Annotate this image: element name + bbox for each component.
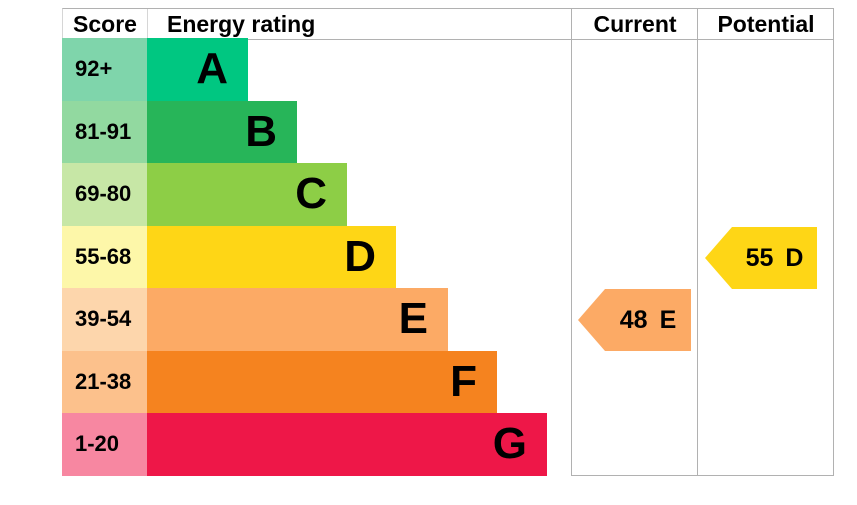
band-row-e: 39-54 E	[62, 288, 662, 351]
band-bar-d: D	[147, 225, 396, 288]
potential-rating-band: D	[785, 243, 804, 272]
band-letter-b: B	[245, 106, 277, 156]
band-bar-f: F	[147, 350, 497, 413]
band-bar-g: G	[147, 413, 547, 476]
grid-line-bottom	[571, 475, 833, 476]
band-bar-a: A	[147, 38, 248, 101]
band-letter-e: E	[398, 294, 428, 344]
column-header-potential: Potential	[717, 10, 815, 37]
band-row-g: 1-20 G	[62, 413, 662, 476]
score-range-f: 21-38	[62, 350, 147, 413]
band-row-f: 21-38 F	[62, 350, 662, 413]
band-letter-d: D	[344, 231, 376, 281]
band-bar-e: E	[147, 288, 448, 351]
column-header-energy-rating: Energy rating	[167, 10, 316, 37]
current-rating-band: E	[659, 305, 677, 334]
band-row-d: 55-68 D	[62, 225, 662, 288]
grid-line-right	[833, 8, 834, 476]
score-range-d: 55-68	[62, 225, 147, 288]
table-header: Score Energy rating Current Potential	[62, 8, 834, 40]
score-range-a: 92+	[62, 38, 147, 101]
band-letter-c: C	[295, 169, 327, 219]
potential-rating-value: 55	[745, 243, 774, 272]
band-letter-f: F	[450, 356, 477, 406]
band-bar-c: C	[147, 163, 347, 226]
band-letter-g: G	[492, 419, 527, 469]
current-rating-arrow: 48 E	[578, 289, 691, 351]
score-range-g: 1-20	[62, 413, 147, 476]
score-range-e: 39-54	[62, 288, 147, 351]
band-row-a: 92+ A	[62, 38, 662, 101]
band-rows: 92+ A 81-91 B 69-80 C 55-68 D 39-54	[62, 38, 662, 476]
current-rating-value: 48	[619, 305, 648, 334]
band-row-c: 69-80 C	[62, 163, 662, 226]
band-letter-a: A	[196, 44, 228, 94]
column-header-score: Score	[63, 9, 148, 39]
band-row-b: 81-91 B	[62, 100, 662, 163]
score-range-b: 81-91	[62, 100, 147, 163]
score-range-c: 69-80	[62, 163, 147, 226]
potential-rating-arrow: 55 D	[705, 227, 817, 289]
grid-line-current-left	[571, 8, 572, 476]
grid-line-current-potential	[697, 8, 698, 476]
band-bar-b: B	[147, 100, 297, 163]
column-header-current: Current	[593, 10, 677, 37]
